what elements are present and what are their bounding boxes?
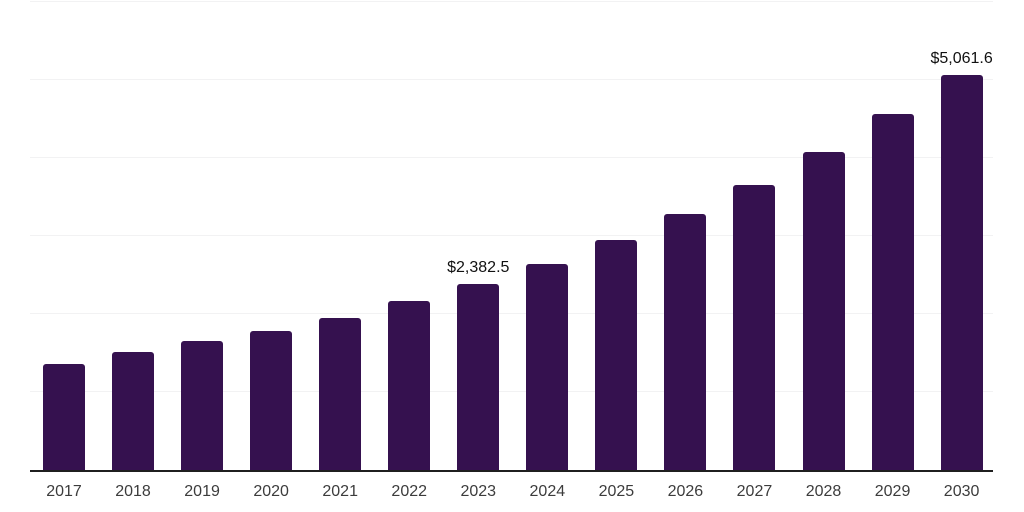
bar-2021 bbox=[319, 318, 362, 470]
data-label-2023: $2,382.5 bbox=[447, 259, 510, 277]
data-label-2030: $5,061.6 bbox=[930, 50, 993, 68]
x-tick-2028: 2028 bbox=[805, 483, 842, 500]
bar-2022 bbox=[388, 301, 431, 470]
x-tick-2027: 2027 bbox=[736, 483, 773, 500]
bar-2018 bbox=[112, 352, 155, 470]
gridline-5000 bbox=[30, 79, 993, 80]
bar-2019 bbox=[181, 340, 224, 470]
bar-2023 bbox=[457, 284, 500, 470]
bar-2030 bbox=[940, 75, 983, 470]
x-tick-2024: 2024 bbox=[529, 483, 566, 500]
x-tick-2022: 2022 bbox=[391, 483, 428, 500]
gridline-6000 bbox=[30, 1, 993, 2]
plot-area: $2,382.5 $5,061.6 bbox=[30, 1, 993, 472]
x-tick-2023: 2023 bbox=[460, 483, 497, 500]
bar-2024 bbox=[526, 263, 569, 470]
gridline-1000 bbox=[30, 391, 993, 392]
x-axis-line bbox=[30, 470, 993, 472]
gridline-2000 bbox=[30, 313, 993, 314]
x-tick-2018: 2018 bbox=[115, 483, 151, 500]
x-tick-2019: 2019 bbox=[184, 483, 220, 500]
bar-2020 bbox=[250, 331, 293, 470]
x-tick-2030: 2030 bbox=[943, 483, 980, 500]
bar-2027 bbox=[733, 184, 776, 470]
x-tick-2020: 2020 bbox=[253, 483, 289, 500]
bar-2028 bbox=[802, 151, 845, 470]
gridline-4000 bbox=[30, 157, 993, 158]
bar-2025 bbox=[595, 239, 638, 470]
gridline-3000 bbox=[30, 235, 993, 236]
x-tick-2021: 2021 bbox=[322, 483, 358, 500]
bar-2029 bbox=[871, 114, 914, 470]
bar-2026 bbox=[664, 213, 707, 470]
bar-2017 bbox=[43, 363, 85, 470]
x-tick-2026: 2026 bbox=[667, 483, 704, 500]
x-tick-2025: 2025 bbox=[598, 483, 635, 500]
x-tick-2017: 2017 bbox=[46, 483, 82, 500]
x-tick-2029: 2029 bbox=[874, 483, 911, 500]
